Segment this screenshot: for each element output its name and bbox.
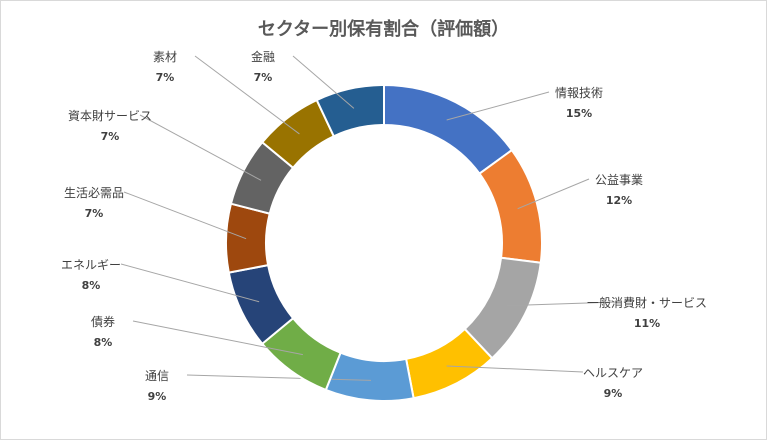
- slice-7: [225, 202, 271, 274]
- slice-label-2: 一般消費財・サービス: [587, 295, 707, 310]
- slice-4: [324, 351, 415, 402]
- slice-label-0: 情報技術: [555, 86, 603, 100]
- leader-line-7: [123, 191, 247, 240]
- slice-value-5: 8%: [94, 336, 113, 349]
- leader-line-9: [194, 55, 300, 135]
- slice-value-4: 9%: [148, 390, 167, 403]
- slice-value-2: 11%: [634, 317, 660, 330]
- slice-value-1: 12%: [606, 194, 632, 207]
- leader-line-0: [446, 91, 550, 121]
- slice-0: [383, 83, 514, 176]
- leader-line-8: [139, 114, 262, 181]
- slice-label-10: 金融: [251, 49, 275, 64]
- slice-value-7: 7%: [85, 207, 104, 220]
- slice-10: [315, 83, 385, 138]
- slice-1: [478, 148, 543, 264]
- slice-label-9: 素材: [153, 50, 177, 64]
- leader-line-1: [517, 178, 590, 210]
- slice-value-6: 8%: [82, 279, 101, 292]
- leader-line-10: [292, 55, 355, 109]
- leader-line-4: [186, 374, 372, 381]
- slice-label-6: エネルギー: [61, 258, 121, 272]
- slice-value-0: 15%: [566, 107, 592, 120]
- leader-line-3: [446, 365, 584, 373]
- chart-title: セクター別保有割合（評価額）: [257, 19, 510, 40]
- slice-label-8: 資本財サービス: [68, 108, 152, 123]
- slice-label-4: 通信: [145, 369, 169, 383]
- slice-label-5: 債券: [91, 314, 115, 329]
- slice-label-3: ヘルスケア: [583, 366, 643, 380]
- slice-label-7: 生活必需品: [64, 186, 124, 200]
- leader-line-5: [132, 320, 303, 356]
- slice-value-3: 9%: [604, 387, 623, 400]
- slice-value-8: 7%: [101, 130, 120, 143]
- slice-label-1: 公益事業: [595, 173, 643, 187]
- leader-line-2: [506, 301, 618, 307]
- slice-value-10: 7%: [254, 71, 273, 84]
- leader-line-6: [120, 263, 260, 303]
- slice-value-9: 7%: [156, 71, 175, 84]
